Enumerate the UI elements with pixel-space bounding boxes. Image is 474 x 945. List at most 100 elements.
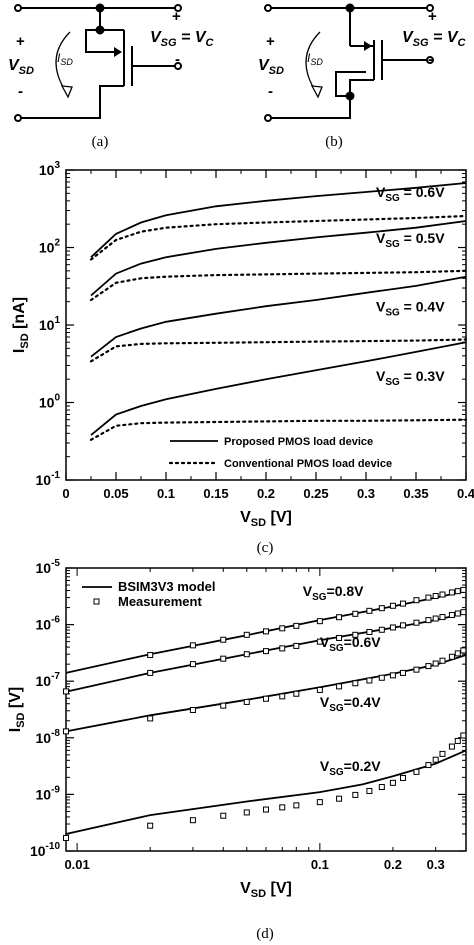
data-point [63, 728, 69, 735]
data-point [460, 647, 467, 654]
data-point [263, 648, 269, 655]
data-point [293, 802, 300, 809]
data-point [378, 674, 385, 681]
data-point [63, 688, 69, 695]
data-point [366, 607, 373, 614]
data-point [399, 669, 406, 676]
series-annotation: VSG = 0.3V [376, 368, 445, 388]
series-line [90, 275, 467, 358]
data-point [432, 660, 439, 667]
series-line [65, 749, 467, 835]
data-point [263, 628, 269, 635]
data-point [399, 622, 406, 629]
data-point [389, 624, 396, 631]
series-line [90, 182, 467, 258]
data-point [439, 591, 446, 598]
y-tick-label: 10-7 [36, 671, 61, 689]
data-point [366, 677, 373, 684]
data-point [413, 597, 420, 604]
x-axis-label: VSD [V] [240, 509, 292, 529]
data-point [378, 605, 385, 612]
data-point [293, 622, 300, 629]
vsd-label: VSD [8, 57, 34, 77]
data-point [316, 638, 323, 645]
y-tick-label: 10-5 [36, 558, 61, 576]
data-point [316, 799, 323, 806]
data-point [389, 602, 396, 609]
data-point [316, 686, 323, 693]
y-tick-label: 10-9 [36, 784, 61, 802]
series-line [89, 269, 468, 302]
series-line [89, 214, 468, 261]
data-point [439, 614, 446, 621]
data-point [399, 774, 406, 781]
x-tick-label: 0.15 [203, 486, 228, 501]
data-point [439, 750, 446, 757]
data-point [293, 690, 300, 697]
y-axis-label: ISD [V] [7, 687, 27, 733]
x-tick-label: 0.3 [427, 857, 445, 872]
data-point [279, 804, 286, 811]
data-point [413, 619, 420, 626]
data-point [448, 743, 455, 750]
y-tick-label: 103 [39, 160, 61, 178]
terminal-node [174, 62, 182, 70]
data-point [454, 650, 461, 657]
series-line [90, 220, 467, 297]
data-point [243, 631, 250, 638]
data-point [432, 593, 439, 600]
data-point [279, 693, 286, 700]
circuit-b-labels: + VSD - ISD + VSG = VC - [258, 8, 466, 100]
series-line [90, 341, 467, 436]
series-annotation: VSG=0.8V [303, 583, 364, 603]
data-point [316, 618, 323, 625]
data-point [352, 610, 359, 617]
terminal-node [264, 114, 272, 122]
y-tick-label: 102 [39, 238, 61, 256]
data-point [389, 779, 396, 786]
x-tick-label: 0.2 [384, 857, 402, 872]
data-point [352, 791, 359, 798]
y-tick-label: 10-8 [36, 728, 61, 746]
y-tick-label: 100 [39, 393, 61, 411]
data-point [243, 698, 250, 705]
terminal-node [426, 4, 434, 12]
x-tick-label: 0.1 [311, 857, 329, 872]
current-arrowhead-icon [60, 85, 73, 99]
terminal-node [14, 114, 22, 122]
caption-a: (a) [92, 134, 109, 150]
data-point [378, 626, 385, 633]
x-tick-label: 0.05 [103, 486, 128, 501]
drain-wire [268, 96, 351, 119]
minus-sign: - [18, 83, 23, 100]
plus-sign: + [172, 8, 181, 25]
data-point [189, 817, 196, 824]
data-point [432, 756, 439, 763]
legend-marker [93, 598, 100, 605]
data-point [425, 663, 432, 670]
series-annotation: VSG = 0.4V [376, 298, 445, 318]
minus-sign: - [268, 83, 273, 100]
data-point [336, 634, 343, 641]
series-annotation: VSG = 0.5V [376, 230, 445, 250]
terminal-node [264, 4, 272, 12]
data-point [189, 706, 196, 713]
data-point [454, 737, 461, 744]
data-point [366, 629, 373, 636]
series-annotation: VSG=0.4V [320, 694, 381, 714]
data-point [293, 642, 300, 649]
data-point [432, 615, 439, 622]
data-point [336, 683, 343, 690]
legend-label: Measurement [118, 594, 202, 609]
data-point [460, 732, 467, 739]
chart-c: 10-1 100 101 102 103 0 0.05 0.1 0.15 0.2 0.25 0.3 0.… [11, 160, 474, 529]
data-point [147, 715, 154, 722]
current-arrowhead-icon [310, 85, 323, 99]
isd-label: ISD [57, 51, 73, 67]
data-point [220, 812, 227, 819]
y-tick-label: 10-6 [36, 615, 61, 633]
drain-wire [18, 85, 124, 119]
x-tick-label: 0.4 [457, 486, 474, 501]
terminal-node [426, 56, 434, 64]
data-point [399, 600, 406, 607]
